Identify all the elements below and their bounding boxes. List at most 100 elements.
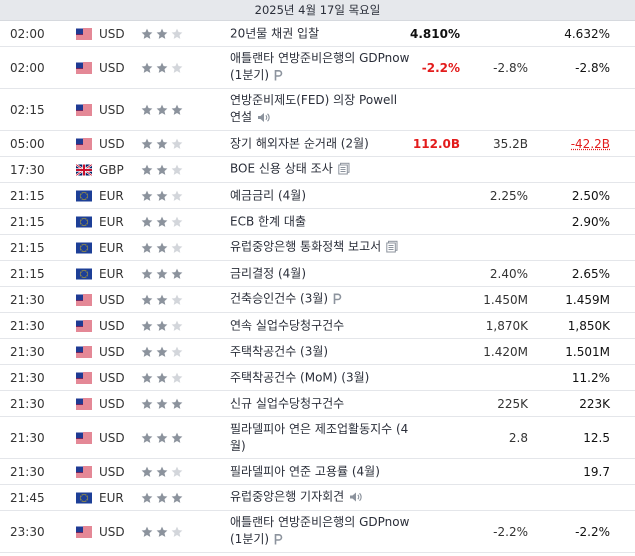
previous-value: 1.501M [565,344,610,359]
star-icon [156,138,168,150]
event-name[interactable]: 유럽중앙은행 통화정책 보고서 [230,238,410,257]
table-row[interactable]: 21:30 USD 주택착공건수 (3월) 1.420M 1.501M [0,339,635,365]
table-row[interactable]: 21:30 USD 필라델피아 연은 제조업활동지수 (4월) 2.8 12.5 [0,417,635,459]
event-time: 21:15 [10,266,45,281]
event-time: 21:15 [10,240,45,255]
event-time: 21:15 [10,188,45,203]
previous-value: 1.459M [565,292,610,307]
table-row[interactable]: 21:45 EUR 유럽중앙은행 기자회견 [0,485,635,511]
event-name[interactable]: BOE 신용 상태 조사 [230,160,410,179]
currency-code: GBP [99,162,124,177]
previous-value: 2.90% [571,214,610,229]
event-name-text[interactable]: 유럽중앙은행 통화정책 보고서 [230,239,382,253]
importance-stars [141,164,183,176]
report-icon [338,162,350,179]
event-time: 02:00 [10,26,45,41]
table-row[interactable]: 23:30 USD 애틀랜타 연방준비은행의 GDPnow (1분기) -2.2% -2… [0,511,635,553]
table-row[interactable]: 21:30 USD 필라델피아 연준 고용률 (4월) 19.7 [0,459,635,485]
event-name[interactable]: 신규 실업수당청구건수 [230,395,410,412]
event-name[interactable]: 연방준비제도(FED) 의장 Powell 연설 [230,92,410,128]
star-icon [141,28,153,40]
event-name-text[interactable]: 주택착공건수 (MoM) (3월) [230,370,370,384]
event-name-text[interactable]: 건축승인건수 (3월) [230,291,329,305]
event-time: 02:15 [10,102,45,117]
table-row[interactable]: 21:15 EUR 유럽중앙은행 통화정책 보고서 [0,235,635,261]
star-icon [171,372,183,384]
table-row[interactable]: 21:15 EUR ECB 한계 대출 2.90% [0,209,635,235]
currency-code: USD [99,26,125,41]
event-name[interactable]: 주택착공건수 (MoM) (3월) [230,369,410,386]
table-row[interactable]: 21:30 USD 주택착공건수 (MoM) (3월) 11.2% [0,365,635,391]
forecast-value: 1.420M [483,344,528,359]
event-name[interactable]: 예금금리 (4월) [230,187,410,204]
table-row[interactable]: 21:30 USD 건축승인건수 (3월) 1.450M 1.459M [0,287,635,313]
eu-flag [76,492,92,503]
event-name[interactable]: 금리결정 (4월) [230,265,410,282]
event-name-text[interactable]: 애틀랜타 연방준비은행의 GDPnow (1분기) [230,50,410,82]
forecast-value: 35.2B [493,136,528,151]
previous-value: -42.2B [570,136,610,151]
event-name-text[interactable]: 주택착공건수 (3월) [230,344,329,358]
star-icon [171,28,183,40]
event-name[interactable]: 유럽중앙은행 기자회견 [230,488,410,507]
table-row[interactable]: 21:30 USD 신규 실업수당청구건수 225K 223K [0,391,635,417]
table-row[interactable]: 02:15 USD 연방준비제도(FED) 의장 Powell 연설 [0,89,635,131]
currency-code: USD [99,136,125,151]
importance-stars [141,28,183,40]
event-name-text[interactable]: ECB 한계 대출 [230,214,306,228]
event-name-text[interactable]: 필라델피아 연은 제조업활동지수 (4월) [230,421,409,453]
preliminary-icon [274,533,283,550]
table-row[interactable]: 21:15 EUR 예금금리 (4월) 2.25% 2.50% [0,183,635,209]
event-time: 21:30 [10,464,45,479]
event-name[interactable]: 애틀랜타 연방준비은행의 GDPnow (1분기) [230,514,410,550]
event-name-text[interactable]: BOE 신용 상태 조사 [230,161,333,175]
forecast-value: -2.2% [493,524,528,539]
event-time: 23:30 [10,524,45,539]
currency-code: USD [99,102,125,117]
star-icon [171,466,183,478]
event-name-text[interactable]: 예금금리 (4월) [230,188,307,202]
event-name[interactable]: 장기 해외자본 순거래 (2월) [230,135,410,152]
event-name-text[interactable]: 애틀랜타 연방준비은행의 GDPnow (1분기) [230,514,410,546]
star-icon [156,268,168,280]
star-icon [171,216,183,228]
star-icon [171,62,183,74]
star-icon [141,62,153,74]
event-name-text[interactable]: 연방준비제도(FED) 의장 Powell 연설 [230,92,398,124]
previous-value: 1,850K [567,318,610,333]
table-row[interactable]: 21:15 EUR 금리결정 (4월) 2.40% 2.65% [0,261,635,287]
event-name-text[interactable]: 20년물 채권 입찰 [230,26,320,40]
table-row[interactable]: 02:00 USD 20년물 채권 입찰 4.810% 4.632% [0,21,635,47]
actual-value: 4.810% [410,26,460,41]
event-name[interactable]: 필라델피아 연은 제조업활동지수 (4월) [230,421,410,455]
gb-flag [76,164,92,175]
star-icon [156,104,168,116]
event-time: 21:15 [10,214,45,229]
table-row[interactable]: 17:30 GBP BOE 신용 상태 조사 [0,157,635,183]
event-name-text[interactable]: 장기 해외자본 순거래 (2월) [230,136,369,150]
event-name-text[interactable]: 필라델피아 연준 고용률 (4월) [230,464,380,478]
star-icon [141,104,153,116]
importance-stars [141,138,183,150]
table-row[interactable]: 21:30 USD 연속 실업수당청구건수 1,870K 1,850K [0,313,635,339]
event-name[interactable]: 연속 실업수당청구건수 [230,317,410,334]
event-name-text[interactable]: 유럽중앙은행 기자회견 [230,489,345,503]
importance-stars [141,242,183,254]
importance-stars [141,104,183,116]
event-name-text[interactable]: 연속 실업수당청구건수 [230,318,345,332]
event-name[interactable]: 필라델피아 연준 고용률 (4월) [230,463,410,480]
event-name[interactable]: 주택착공건수 (3월) [230,343,410,360]
table-row[interactable]: 02:00 USD 애틀랜타 연방준비은행의 GDPnow (1분기) -2.2% -2… [0,47,635,89]
forecast-value: 1,870K [485,318,528,333]
importance-stars [141,294,183,306]
event-name[interactable]: 건축승인건수 (3월) [230,290,410,309]
event-name[interactable]: 애틀랜타 연방준비은행의 GDPnow (1분기) [230,50,410,86]
star-icon [141,190,153,202]
previous-value: 11.2% [571,370,610,385]
event-name[interactable]: 20년물 채권 입찰 [230,25,410,42]
table-row[interactable]: 05:00 USD 장기 해외자본 순거래 (2월) 112.0B 35.2B -42.2… [0,131,635,157]
currency-code: USD [99,396,125,411]
event-name[interactable]: ECB 한계 대출 [230,213,410,230]
event-name-text[interactable]: 금리결정 (4월) [230,266,307,280]
event-name-text[interactable]: 신규 실업수당청구건수 [230,396,345,410]
